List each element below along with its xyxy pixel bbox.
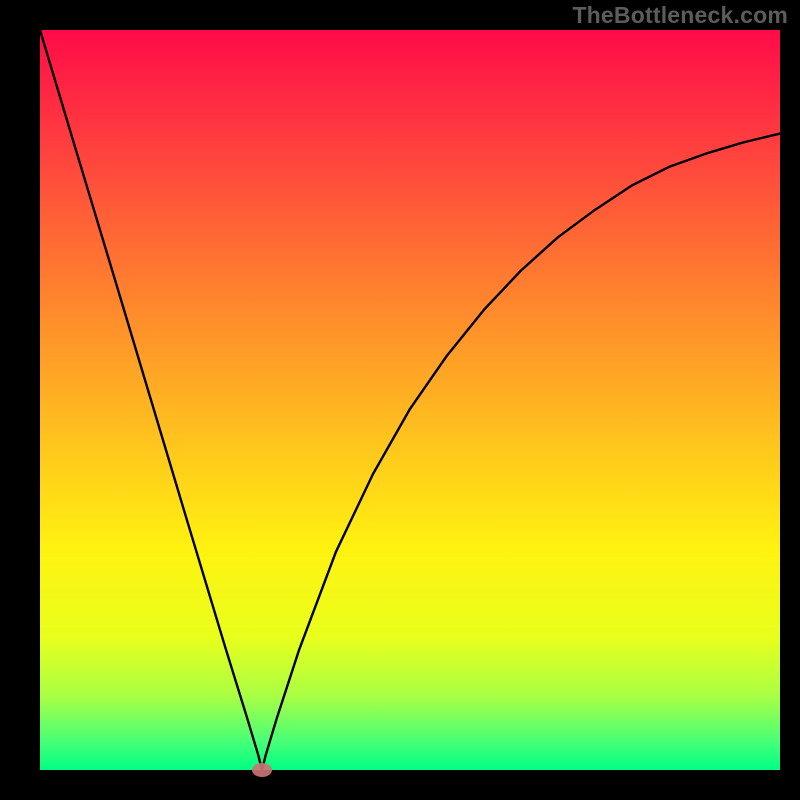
figure-stage: TheBottleneck.com — [0, 0, 800, 800]
minimum-marker — [252, 763, 272, 777]
chart-svg — [0, 0, 800, 800]
watermark-text: TheBottleneck.com — [572, 2, 788, 29]
